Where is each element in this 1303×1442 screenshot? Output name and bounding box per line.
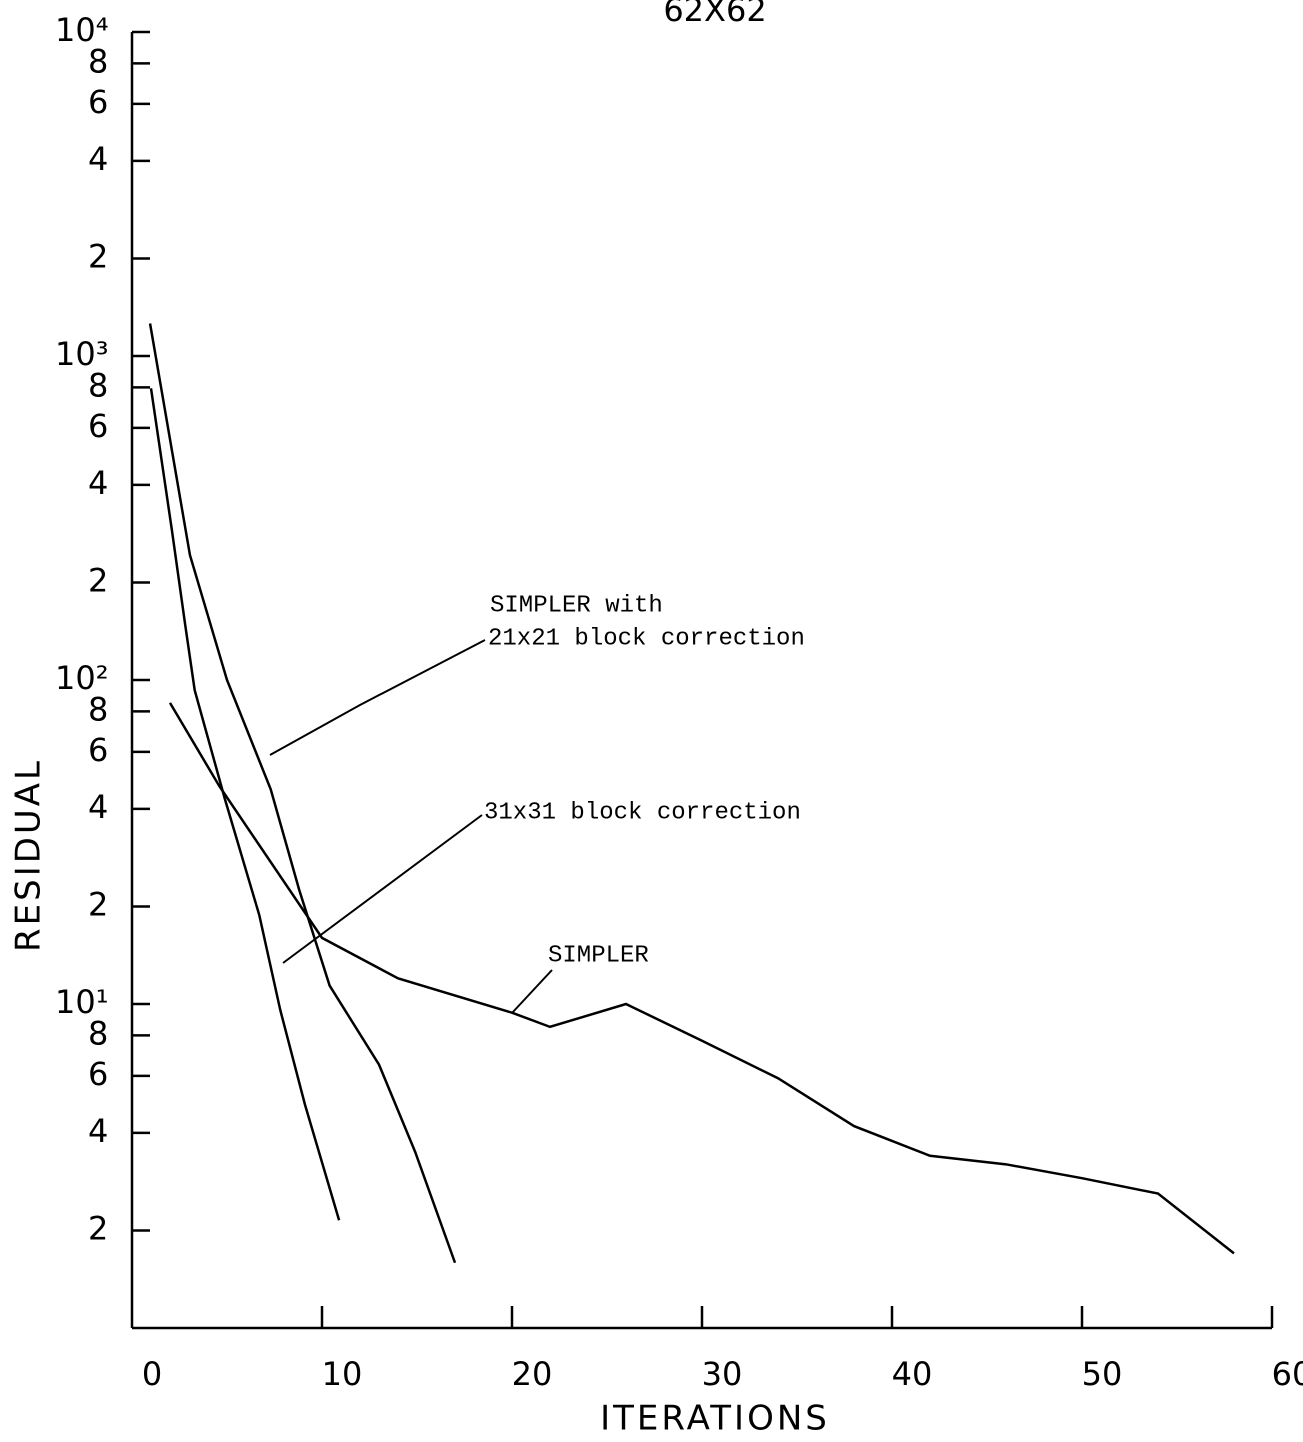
y-tick-label: 4 xyxy=(88,1112,108,1150)
x-tick-label: 10 xyxy=(322,1355,363,1393)
series-line xyxy=(168,702,1235,1255)
chart-title: 62X62 xyxy=(663,0,766,29)
x-tick-label: 60 xyxy=(1272,1355,1303,1393)
y-tick-label: 4 xyxy=(88,464,108,502)
y-tick-label: 10³ xyxy=(55,335,109,373)
y-tick-label: 10¹ xyxy=(55,983,109,1021)
x-tick-label: 50 xyxy=(1082,1355,1123,1393)
y-axis-label: RESIDUAL xyxy=(9,758,49,952)
y-tick-label: 4 xyxy=(88,140,108,178)
x-tick-label: 20 xyxy=(512,1355,553,1393)
annotation: SIMPLER with xyxy=(490,592,663,619)
y-tick-label: 8 xyxy=(88,1014,108,1052)
leader-line xyxy=(282,814,483,964)
series-line xyxy=(148,323,457,1264)
x-tick-label: 30 xyxy=(702,1355,743,1393)
y-tick-label: 6 xyxy=(88,731,108,769)
annotation: SIMPLER xyxy=(548,942,649,969)
y-tick-label: 2 xyxy=(88,561,108,599)
x-tick-label: 40 xyxy=(892,1355,933,1393)
y-tick-label: 6 xyxy=(88,407,108,445)
leader-line xyxy=(269,639,486,756)
y-tick-label: 2 xyxy=(88,1209,108,1247)
annotation: 21x21 block correction xyxy=(488,625,805,652)
y-tick-label: 8 xyxy=(88,366,108,404)
y-tick-label: 10² xyxy=(55,659,109,697)
annotation: 31x31 block correction xyxy=(484,799,801,826)
y-tick-label: 2 xyxy=(88,237,108,275)
series-line xyxy=(149,388,341,1221)
y-tick-label: 8 xyxy=(88,42,108,80)
y-tick-label: 8 xyxy=(88,690,108,728)
x-tick-label: 0 xyxy=(142,1355,162,1393)
x-axis-label: ITERATIONS xyxy=(600,1399,830,1439)
y-tick-label: 4 xyxy=(88,788,108,826)
y-tick-label: 2 xyxy=(88,885,108,923)
y-tick-label: 6 xyxy=(88,83,108,121)
y-tick-label: 10⁴ xyxy=(55,11,109,49)
leader-line xyxy=(511,969,553,1014)
y-tick-label: 6 xyxy=(88,1055,108,1093)
